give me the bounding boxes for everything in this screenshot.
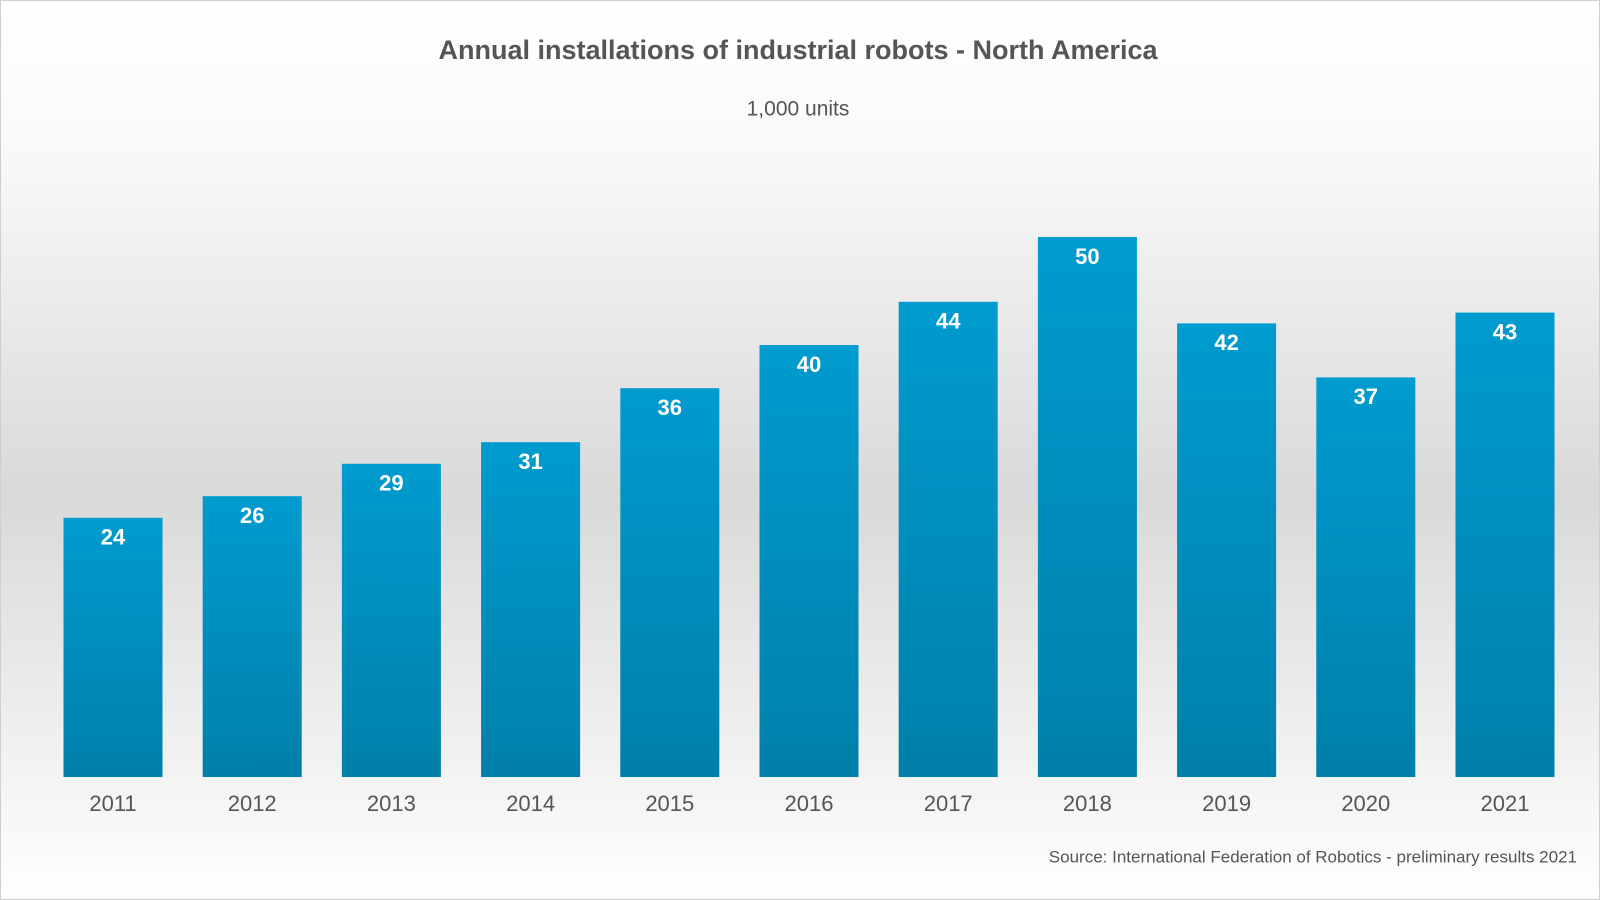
bar-shade	[202, 496, 302, 777]
bar-shade	[898, 301, 998, 777]
bar-shade	[1177, 323, 1277, 777]
value-label: 26	[240, 503, 264, 528]
value-label: 31	[518, 449, 542, 474]
x-tick-label: 2021	[1481, 791, 1530, 816]
source-note: Source: International Federation of Robo…	[1049, 847, 1577, 866]
bar-shade	[481, 442, 581, 777]
x-tick-label: 2011	[89, 791, 136, 816]
x-tick-label: 2017	[924, 791, 973, 816]
x-tick-label: 2013	[367, 791, 416, 816]
bar-shade	[341, 463, 441, 777]
value-label: 37	[1354, 384, 1378, 409]
x-tick-label: 2020	[1341, 791, 1390, 816]
bar-shade	[620, 388, 720, 777]
value-label: 24	[101, 525, 126, 550]
chart-subtitle: 1,000 units	[747, 98, 850, 121]
bar-shade	[759, 345, 859, 777]
bar-shade	[1316, 377, 1416, 777]
value-label: 50	[1075, 244, 1099, 269]
x-tick-label: 2014	[506, 791, 555, 816]
x-tick-label: 2018	[1063, 791, 1112, 816]
x-tick-label: 2012	[228, 791, 277, 816]
value-label: 43	[1493, 319, 1517, 344]
value-label: 29	[379, 471, 403, 496]
x-tick-label: 2019	[1202, 791, 1251, 816]
value-label: 42	[1214, 330, 1238, 355]
value-label: 40	[797, 352, 821, 377]
x-tick-label: 2015	[645, 791, 694, 816]
value-label: 36	[658, 395, 682, 420]
bar-shade	[1037, 237, 1137, 777]
bar-shade	[1455, 312, 1555, 777]
value-label: 44	[936, 309, 961, 334]
chart-title: Annual installations of industrial robot…	[438, 35, 1158, 65]
x-tick-label: 2016	[785, 791, 834, 816]
bar-shade	[63, 517, 163, 777]
